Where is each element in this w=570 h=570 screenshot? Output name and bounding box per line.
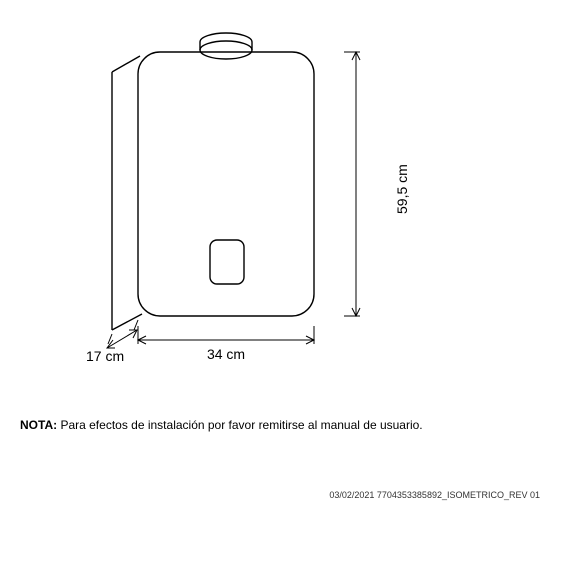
dimension-drawing xyxy=(0,0,570,570)
dim-width-label: 34 cm xyxy=(138,346,314,362)
note-label: NOTA: xyxy=(20,418,57,432)
dim-height-label: 59,5 cm xyxy=(394,164,410,214)
footer-meta: 03/02/2021 7704353385892_ISOMETRICO_REV … xyxy=(329,490,540,500)
dim-depth-label: 17 cm xyxy=(86,348,124,364)
note-text: Para efectos de instalación por favor re… xyxy=(60,418,422,432)
installation-note: NOTA: Para efectos de instalación por fa… xyxy=(20,418,423,432)
